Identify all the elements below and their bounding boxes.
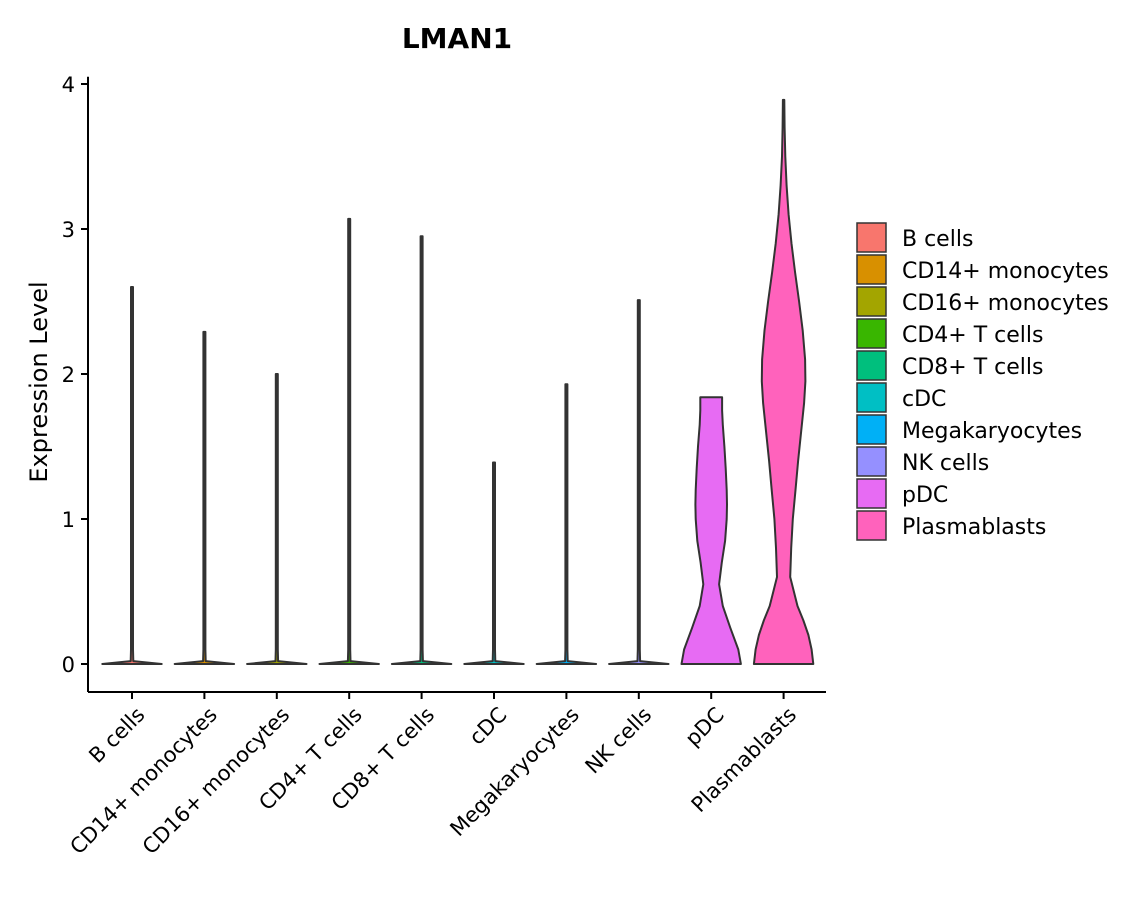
legend-label: CD14+ monocytes xyxy=(902,259,1109,284)
legend-swatch xyxy=(856,222,887,253)
legend-label: cDC xyxy=(902,387,946,412)
y-tick-label: 0 xyxy=(62,653,75,677)
legend-swatch xyxy=(856,478,887,509)
x-tick-label: B cells xyxy=(84,703,149,768)
y-tick-label: 2 xyxy=(62,363,75,387)
violin-cd8-t-cells xyxy=(390,235,453,665)
y-axis-label: Expression Level xyxy=(25,281,53,482)
violin-cd14-monocytes xyxy=(173,330,236,665)
legend-swatch xyxy=(856,414,887,445)
violin-nk-cells xyxy=(608,299,670,665)
x-tick-label: pDC xyxy=(681,703,729,751)
y-tick-label: 1 xyxy=(62,508,75,532)
y-tick-label: 4 xyxy=(62,73,75,97)
legend-swatch xyxy=(856,446,887,477)
violin-plasmablasts xyxy=(752,98,815,665)
legend: B cells CD14+ monocytes CD16+ monocytes CD4… xyxy=(856,222,1109,541)
legend-label: CD4+ T cells xyxy=(902,323,1043,348)
legend-label: Megakaryocytes xyxy=(902,419,1082,444)
plot-area xyxy=(101,98,815,665)
violin-cd16-monocytes xyxy=(246,373,308,665)
chart-title: LMAN1 xyxy=(402,22,512,55)
legend-swatch xyxy=(856,254,887,285)
x-tick-label: NK cells xyxy=(581,703,657,779)
legend-label: B cells xyxy=(902,227,973,252)
legend-label: Plasmablasts xyxy=(902,515,1046,540)
violin-pdc xyxy=(680,396,742,665)
violin-b-cells xyxy=(101,286,163,665)
violin-megakaryocytes xyxy=(535,383,598,665)
legend-label: pDC xyxy=(902,483,948,508)
violin-cdc xyxy=(463,461,525,665)
legend-swatch xyxy=(856,510,887,541)
y-axis: 0 1 2 3 4 xyxy=(62,73,89,692)
legend-swatch xyxy=(856,382,887,413)
y-tick-label: 3 xyxy=(62,218,75,242)
legend-label: CD16+ monocytes xyxy=(902,291,1109,316)
legend-swatch xyxy=(856,286,887,317)
x-tick-label: cDC xyxy=(465,703,512,750)
violin-cd4-t-cells xyxy=(318,217,380,665)
legend-label: NK cells xyxy=(902,451,989,476)
x-tick-label: Megakaryocytes xyxy=(445,703,584,842)
legend-swatch xyxy=(856,350,887,381)
legend-label: CD8+ T cells xyxy=(902,355,1043,380)
legend-swatch xyxy=(856,318,887,349)
